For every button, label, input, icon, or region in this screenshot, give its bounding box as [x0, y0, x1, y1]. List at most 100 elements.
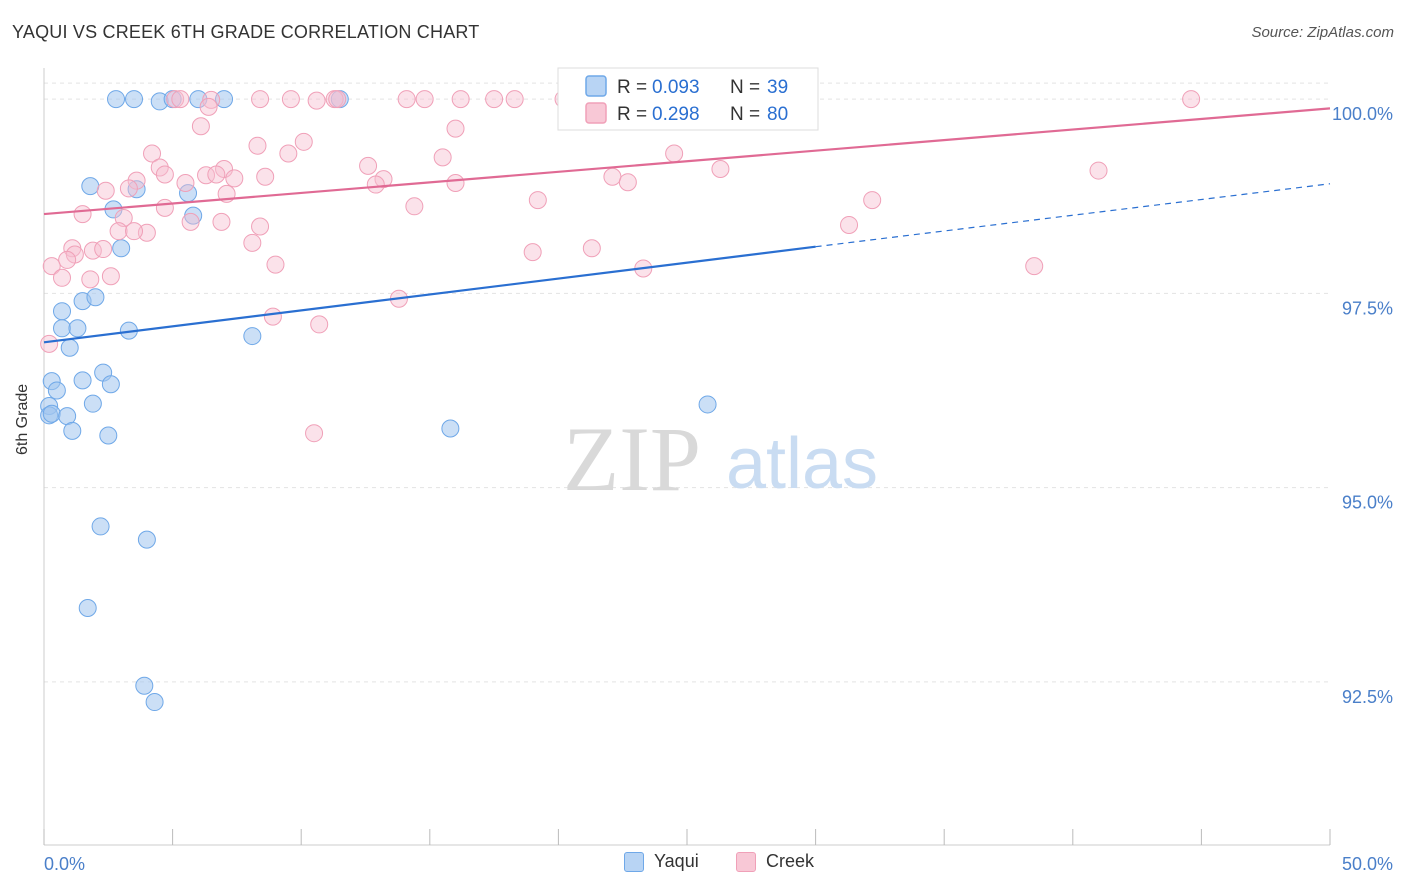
x-tick-label-right: 50.0%	[1342, 854, 1393, 874]
creek-point-39	[446, 173, 465, 192]
yaqui-point-14	[86, 288, 105, 307]
creek-point-20	[279, 144, 298, 163]
creek-point-62	[523, 243, 542, 262]
yaqui-point-19	[243, 327, 262, 346]
creek-point-2	[202, 90, 221, 109]
creek-point-35	[603, 167, 622, 186]
yaqui-point-7	[81, 177, 100, 196]
creek-point-15	[199, 97, 218, 116]
yaqui-point-25	[47, 381, 66, 400]
creek-point-49	[114, 208, 133, 227]
yaqui-swatch	[624, 851, 644, 872]
yaqui-point-15	[53, 302, 72, 321]
creek-point-0	[166, 90, 185, 109]
legend-label-creek: Creek	[766, 851, 815, 871]
yaqui-point-17	[68, 319, 87, 338]
creek-point-71	[81, 270, 100, 289]
series-legend: Yaqui Creek	[0, 851, 1406, 881]
creek-point-65	[42, 257, 61, 276]
creek-points	[40, 90, 1201, 443]
creek-point-28	[1089, 161, 1108, 180]
creek-point-44	[528, 191, 547, 210]
legend-item-yaqui[interactable]: Yaqui	[624, 851, 699, 872]
stats-n-value-creek: 80	[767, 104, 788, 125]
y-tick-label-3: 92.5%	[1342, 687, 1393, 707]
creek-point-16	[191, 117, 210, 136]
stats-n-value-yaqui: 39	[767, 77, 788, 98]
creek-point-60	[94, 240, 113, 259]
creek-point-11	[485, 90, 504, 109]
stats-n-label-yaqui: N =	[730, 77, 760, 98]
creek-swatch	[736, 851, 756, 872]
stats-r-label-yaqui: R =	[617, 77, 647, 98]
yaqui-point-37	[78, 599, 97, 618]
creek-point-73	[263, 307, 282, 326]
creek-point-1	[171, 90, 190, 109]
yaqui-point-33	[441, 419, 460, 438]
stats-swatch-yaqui	[585, 75, 607, 97]
creek-point-52	[840, 215, 859, 234]
creek-point-9	[415, 90, 434, 109]
x-tick-label-left: 0.0%	[44, 854, 85, 874]
creek-point-42	[119, 179, 138, 198]
x-tick-labels: 0.0% 50.0%	[44, 854, 1393, 874]
creek-point-30	[197, 166, 216, 185]
creek-point-19	[294, 132, 313, 151]
creek-point-38	[366, 175, 385, 194]
creek-trend-line	[43, 107, 1331, 216]
creek-point-40	[618, 173, 637, 192]
yaqui-point-1	[125, 90, 144, 109]
creek-point-50	[181, 212, 200, 231]
watermark-atlas: atlas	[726, 424, 878, 504]
creek-point-32	[225, 169, 244, 188]
creek-point-17	[446, 119, 465, 138]
yaqui-point-5	[215, 90, 234, 109]
creek-point-8	[397, 90, 416, 109]
creek-point-12	[505, 90, 524, 109]
yaqui-point-20	[60, 338, 79, 357]
creek-point-47	[405, 197, 424, 216]
yaqui-point-38	[135, 676, 154, 695]
yaqui-point-0	[107, 90, 126, 109]
yaqui-point-34	[698, 395, 717, 414]
creek-point-75	[40, 334, 59, 353]
creek-point-23	[665, 144, 684, 163]
creek-point-45	[863, 191, 882, 210]
creek-point-22	[433, 148, 452, 167]
creek-point-29	[155, 165, 174, 184]
creek-point-51	[212, 212, 231, 231]
watermark-zip: ZIP	[563, 408, 701, 510]
axes	[43, 68, 1331, 846]
creek-point-5	[307, 91, 326, 110]
y-tick-label-2: 95.0%	[1342, 493, 1393, 513]
yaqui-point-24	[101, 375, 120, 394]
stats-swatch-creek	[585, 102, 607, 124]
creek-point-14	[1182, 90, 1201, 109]
creek-point-27	[711, 160, 730, 179]
creek-point-36	[127, 171, 146, 190]
creek-point-41	[96, 181, 115, 200]
chart-title: YAQUI VS CREEK 6TH GRADE CORRELATION CHA…	[12, 22, 480, 42]
creek-point-66	[266, 255, 285, 274]
yaqui-point-16	[53, 319, 72, 338]
legend-item-creek[interactable]: Creek	[736, 851, 814, 872]
creek-point-10	[451, 90, 470, 109]
stats-r-value-yaqui: 0.093	[652, 77, 700, 98]
yaqui-point-4	[189, 90, 208, 109]
creek-point-76	[305, 424, 324, 443]
yaqui-trend-line	[43, 245, 816, 344]
creek-point-48	[73, 205, 92, 224]
source-label: Source: ZipAtlas.com	[1251, 24, 1394, 41]
creek-point-7	[328, 90, 347, 109]
creek-point-70	[53, 268, 72, 287]
creek-point-3	[251, 90, 270, 109]
yaqui-points	[40, 90, 717, 712]
yaqui-point-26	[83, 394, 102, 413]
yaqui-trend-extension	[815, 183, 1331, 248]
stats-n-label-creek: N =	[730, 104, 760, 125]
creek-point-69	[101, 267, 120, 286]
creek-point-61	[582, 239, 601, 258]
creek-point-21	[143, 144, 162, 163]
creek-point-64	[58, 250, 77, 269]
